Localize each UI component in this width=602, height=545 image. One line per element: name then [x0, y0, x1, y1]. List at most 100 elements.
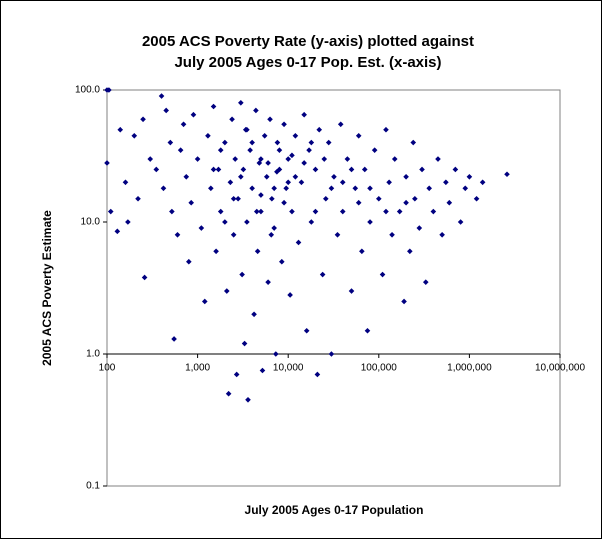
point [238, 174, 244, 180]
point [285, 179, 291, 186]
x-tick-label: 100 [99, 363, 116, 374]
point [289, 208, 295, 215]
point [227, 179, 234, 186]
point [169, 208, 175, 215]
point [334, 231, 341, 238]
point [215, 166, 222, 173]
point [295, 239, 302, 246]
point [457, 219, 464, 225]
point [106, 87, 112, 93]
point [386, 179, 392, 186]
y-tick-label: 100.0 [75, 85, 100, 96]
x-tick-label: 10,000 [273, 363, 304, 374]
y-tick-label: 0.1 [86, 481, 100, 492]
point [443, 179, 449, 186]
point [258, 156, 264, 162]
point [422, 279, 429, 285]
point [235, 195, 241, 202]
point [153, 166, 160, 173]
point [504, 171, 510, 178]
point [479, 179, 486, 186]
point [251, 311, 257, 318]
point [261, 132, 268, 139]
point [205, 132, 211, 139]
point [274, 139, 281, 146]
point [263, 174, 270, 180]
point [140, 116, 146, 123]
point [167, 139, 174, 146]
point [208, 185, 214, 192]
point [253, 107, 259, 114]
point [401, 298, 407, 305]
point [229, 116, 235, 123]
point [292, 132, 299, 139]
point [337, 121, 344, 128]
point [435, 156, 441, 162]
point [439, 231, 445, 238]
point [249, 185, 255, 192]
point [131, 132, 138, 139]
point [328, 185, 335, 192]
point [217, 147, 224, 153]
point [258, 208, 264, 215]
point [430, 208, 437, 215]
point [107, 208, 114, 215]
point [141, 274, 148, 281]
chart-title: July 2005 Ages 0-17 Pop. Est. (x-axis) [174, 54, 441, 71]
point [344, 156, 351, 162]
point [285, 156, 291, 162]
point [283, 185, 289, 192]
point [331, 174, 337, 180]
point [466, 174, 473, 180]
point [247, 147, 253, 153]
point [367, 219, 373, 225]
x-tick-label: 100,000 [361, 363, 398, 374]
point [339, 208, 346, 215]
point [198, 225, 205, 231]
point [188, 199, 195, 206]
point [301, 160, 307, 166]
point [319, 271, 326, 278]
point [289, 152, 295, 159]
point [122, 179, 129, 186]
point [383, 208, 389, 215]
point [258, 192, 264, 198]
point [244, 219, 250, 225]
point [210, 166, 217, 173]
y-axis-label: 2005 ACS Poverty Estimate [40, 210, 54, 366]
point [233, 371, 240, 378]
point [158, 93, 165, 99]
x-tick-label: 1,000,000 [447, 363, 492, 374]
point [213, 248, 219, 255]
point [238, 99, 244, 106]
point [256, 160, 263, 166]
point [194, 156, 201, 162]
point [222, 219, 228, 225]
point [371, 147, 378, 153]
point [301, 111, 307, 118]
point [183, 174, 190, 180]
point [201, 298, 208, 305]
point [364, 327, 371, 334]
plot-area [106, 89, 561, 487]
point [379, 271, 386, 278]
point [281, 121, 287, 128]
point [348, 166, 355, 173]
point [279, 258, 285, 265]
point [254, 248, 261, 255]
point [419, 166, 425, 173]
point [223, 288, 230, 294]
point [359, 248, 365, 255]
point [273, 351, 279, 357]
point [163, 107, 169, 114]
point [391, 156, 398, 162]
point [352, 185, 359, 192]
point [269, 195, 275, 202]
x-axis-label: July 2005 Ages 0-17 Population [245, 503, 424, 517]
point [125, 219, 131, 225]
chart-title: 2005 ACS Poverty Rate (y-axis) plotted a… [142, 33, 474, 50]
point [210, 103, 217, 110]
point [230, 195, 237, 202]
point [308, 139, 315, 146]
